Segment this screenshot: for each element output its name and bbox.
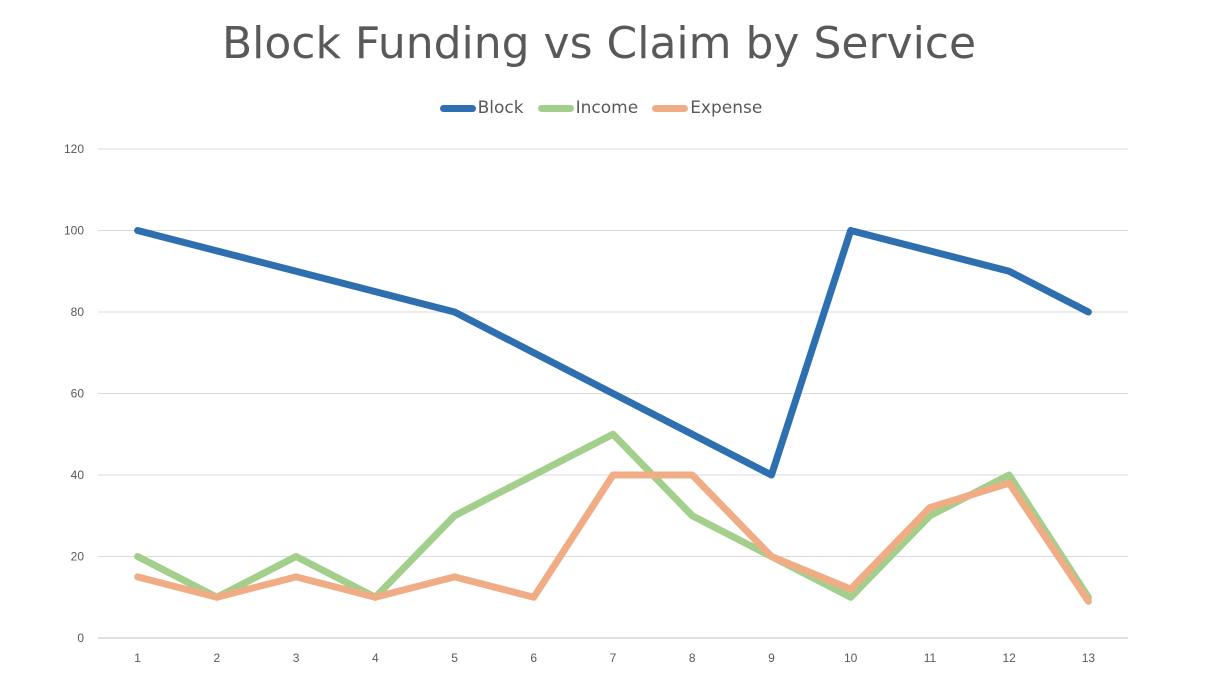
x-tick-label: 1	[134, 651, 141, 665]
series-line-expense	[134, 471, 1092, 605]
legend-label-block: Block	[477, 98, 524, 118]
y-tick-label: 60	[71, 387, 85, 401]
legend-item-block: Block	[439, 98, 524, 118]
x-tick-label: 9	[768, 651, 775, 665]
x-tick-label: 3	[293, 651, 300, 665]
legend-swatch-expense	[652, 104, 689, 112]
legend-swatch-income	[537, 104, 574, 112]
series-line-income	[134, 430, 1092, 601]
x-tick-label: 4	[372, 651, 379, 665]
legend-item-expense: Expense	[652, 98, 762, 118]
y-tick-label: 20	[71, 550, 85, 564]
y-tick-label: 80	[71, 305, 85, 319]
x-tick-label: 5	[451, 651, 458, 665]
x-tick-label: 11	[924, 651, 937, 665]
legend-item-income: Income	[537, 98, 639, 118]
x-tick-label: 7	[610, 651, 617, 665]
x-tick-label: 13	[1082, 651, 1096, 665]
y-tick-label: 120	[64, 142, 84, 156]
series-line-block	[134, 227, 1092, 479]
y-tick-label: 0	[77, 631, 84, 645]
chart-title: Block Funding vs Claim by Service	[221, 18, 977, 69]
x-tick-label: 2	[214, 651, 221, 665]
x-tick-label: 8	[689, 651, 696, 665]
y-tick-label: 40	[71, 468, 85, 482]
legend-swatch-block	[439, 104, 476, 112]
legend-label-income: Income	[575, 98, 639, 118]
legend: Block Income Expense	[0, 98, 1202, 118]
y-tick-label: 100	[64, 224, 84, 238]
x-tick-label: 12	[1002, 651, 1016, 665]
legend-label-expense: Expense	[690, 98, 763, 118]
x-tick-label: 10	[844, 651, 858, 665]
x-tick-label: 6	[530, 651, 537, 665]
